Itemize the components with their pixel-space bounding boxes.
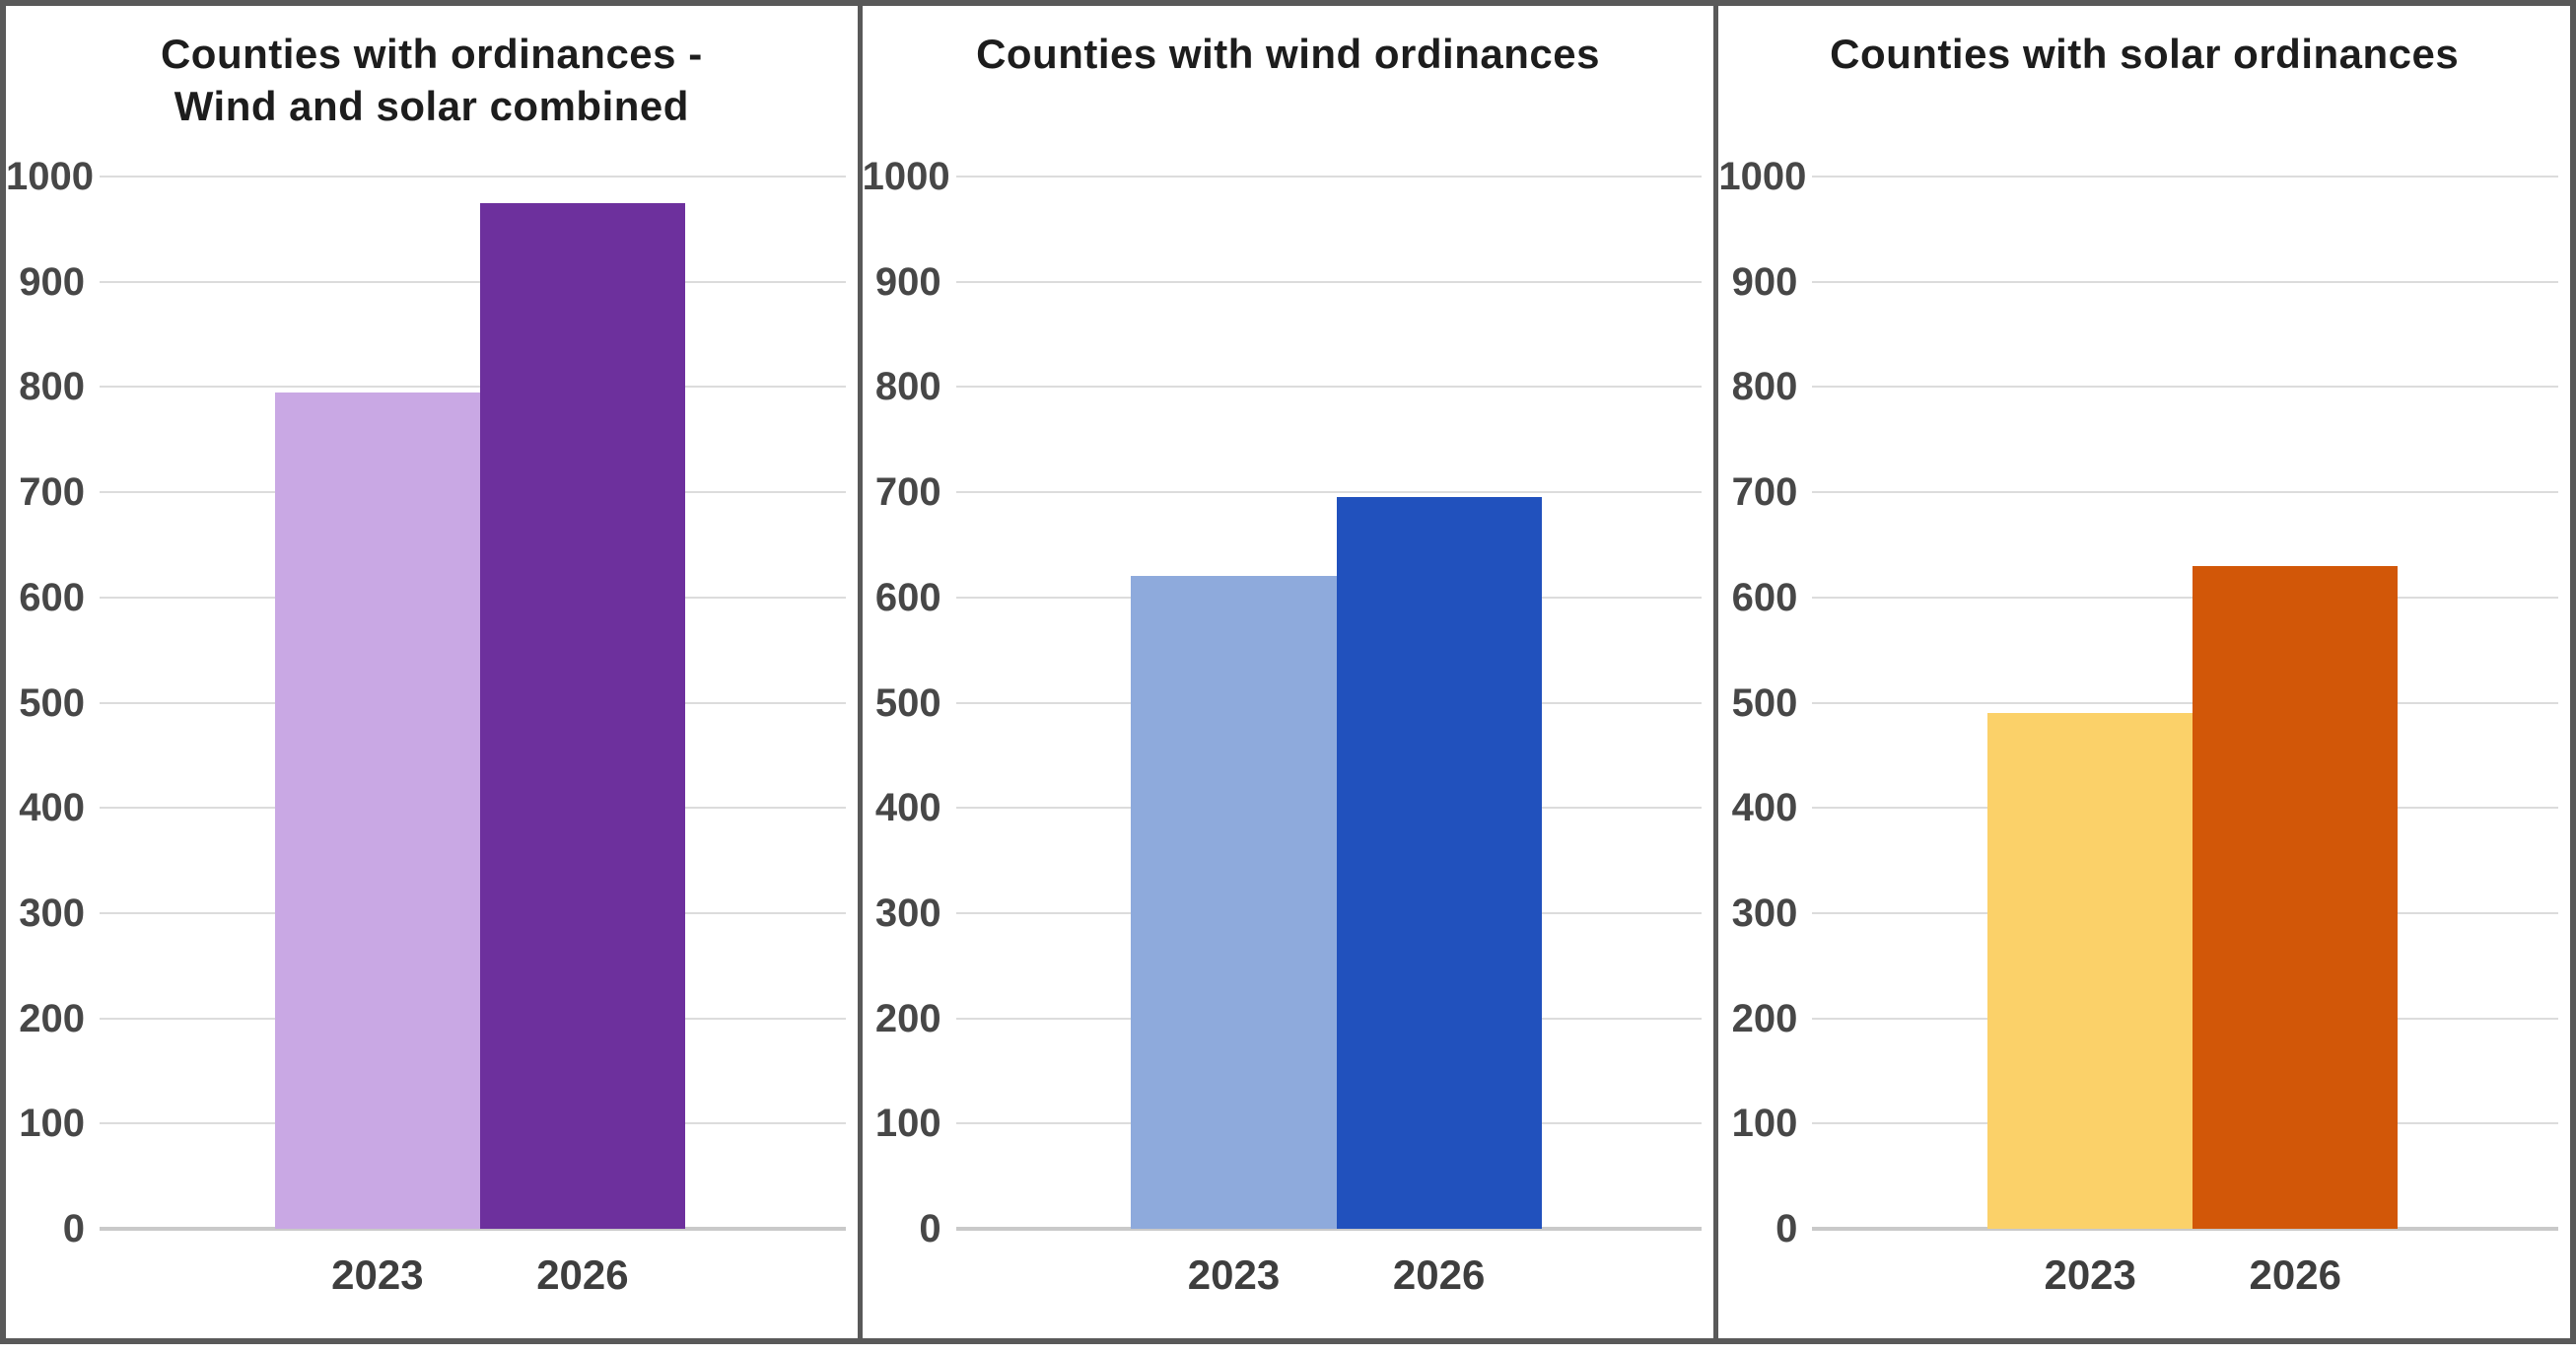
panel-title: Counties with solar ordinances [1728, 28, 2560, 80]
y-axis: 0 100 200 300 400 500 600 700 800 900 1000 [6, 157, 94, 1249]
y-tick-label: 300 [874, 891, 941, 935]
y-tick-label: 800 [19, 365, 85, 409]
y-tick-label: 1000 [1718, 155, 1807, 198]
y-tick-label: 800 [1731, 365, 1798, 409]
panel-title-line: Wind and solar combined [174, 83, 689, 129]
panel-title: Counties with ordinances - Wind and solar… [16, 28, 848, 132]
x-axis-label-2026: 2026 [2249, 1251, 2341, 1298]
y-tick-label: 300 [1731, 891, 1798, 935]
y-tick-label: 700 [874, 470, 941, 515]
bar-2023 [274, 392, 480, 1229]
chart-panel-2: Counties with wind ordinances 0 100 200 300 4… [857, 6, 1714, 1338]
gridline [1812, 701, 2559, 704]
y-tick-label: 600 [1731, 575, 1798, 619]
gridline [1812, 386, 2559, 389]
bottom-margin [0, 1344, 2576, 1356]
y-axis: 0 100 200 300 400 500 600 700 800 900 1000 [863, 157, 950, 1249]
bar-2023 [1131, 576, 1337, 1229]
gridline [100, 280, 846, 283]
y-tick-label: 0 [919, 1207, 941, 1250]
gridline [955, 176, 1703, 178]
bar-2026 [2193, 565, 2399, 1229]
gridline [955, 280, 1703, 283]
panel-title-line: Counties with solar ordinances [1830, 31, 2460, 77]
chart-panel-1: Counties with ordinances - Wind and solar… [6, 6, 858, 1338]
y-tick-label: 500 [1731, 680, 1798, 725]
y-tick-label: 300 [19, 891, 85, 935]
panel-title-line: Counties with wind ordinances [976, 31, 1600, 77]
plot-area: 2023 2026 [100, 176, 846, 1296]
gridline [955, 386, 1703, 389]
y-tick-label: 900 [1731, 259, 1798, 304]
x-axis-label-2023: 2023 [331, 1251, 424, 1298]
x-axis-baseline [100, 1227, 846, 1231]
y-tick-label: 100 [874, 1102, 941, 1146]
plot-area: 2023 2026 [1812, 176, 2559, 1296]
gridline [1812, 596, 2559, 599]
gridline [1812, 280, 2559, 283]
y-axis: 0 100 200 300 400 500 600 700 800 900 1000 [1718, 157, 1806, 1249]
y-tick-label: 200 [1731, 996, 1798, 1040]
y-tick-label: 1000 [862, 155, 950, 198]
y-tick-label: 400 [19, 786, 85, 830]
x-axis-label-2026: 2026 [536, 1251, 629, 1298]
y-tick-label: 0 [62, 1207, 85, 1250]
plot-area: 2023 2026 [955, 176, 1703, 1296]
y-tick-label: 100 [1731, 1102, 1798, 1146]
y-tick-label: 400 [1731, 786, 1798, 830]
y-tick-label: 800 [874, 365, 941, 409]
y-tick-label: 700 [1731, 470, 1798, 515]
x-axis-label-2023: 2023 [2044, 1251, 2136, 1298]
gridline [100, 176, 846, 178]
bar-2026 [479, 202, 685, 1229]
y-tick-label: 500 [19, 680, 85, 725]
gridline [1812, 176, 2559, 178]
y-tick-label: 200 [874, 996, 941, 1040]
y-tick-label: 700 [19, 470, 85, 515]
y-tick-label: 0 [1775, 1207, 1798, 1250]
gridline [1812, 491, 2559, 494]
gridline [100, 386, 846, 389]
gridline [955, 491, 1703, 494]
x-axis-baseline [955, 1227, 1703, 1231]
panel-title-line: Counties with ordinances - [160, 31, 703, 77]
bar-2023 [1987, 713, 2193, 1229]
y-tick-label: 100 [19, 1102, 85, 1146]
chart-panel-3: Counties with solar ordinances 0 100 200 300… [1713, 6, 2571, 1338]
y-tick-label: 900 [19, 259, 85, 304]
bar-2026 [1336, 497, 1542, 1229]
y-tick-label: 900 [874, 259, 941, 304]
y-tick-label: 600 [874, 575, 941, 619]
y-tick-label: 500 [874, 680, 941, 725]
y-tick-label: 1000 [6, 155, 94, 198]
y-tick-label: 200 [19, 996, 85, 1040]
y-tick-label: 400 [874, 786, 941, 830]
x-axis-label-2023: 2023 [1187, 1251, 1281, 1298]
x-axis-baseline [1812, 1227, 2559, 1231]
x-axis-label-2026: 2026 [1392, 1251, 1486, 1298]
panel-title: Counties with wind ordinances [872, 28, 1705, 80]
y-tick-label: 600 [19, 575, 85, 619]
